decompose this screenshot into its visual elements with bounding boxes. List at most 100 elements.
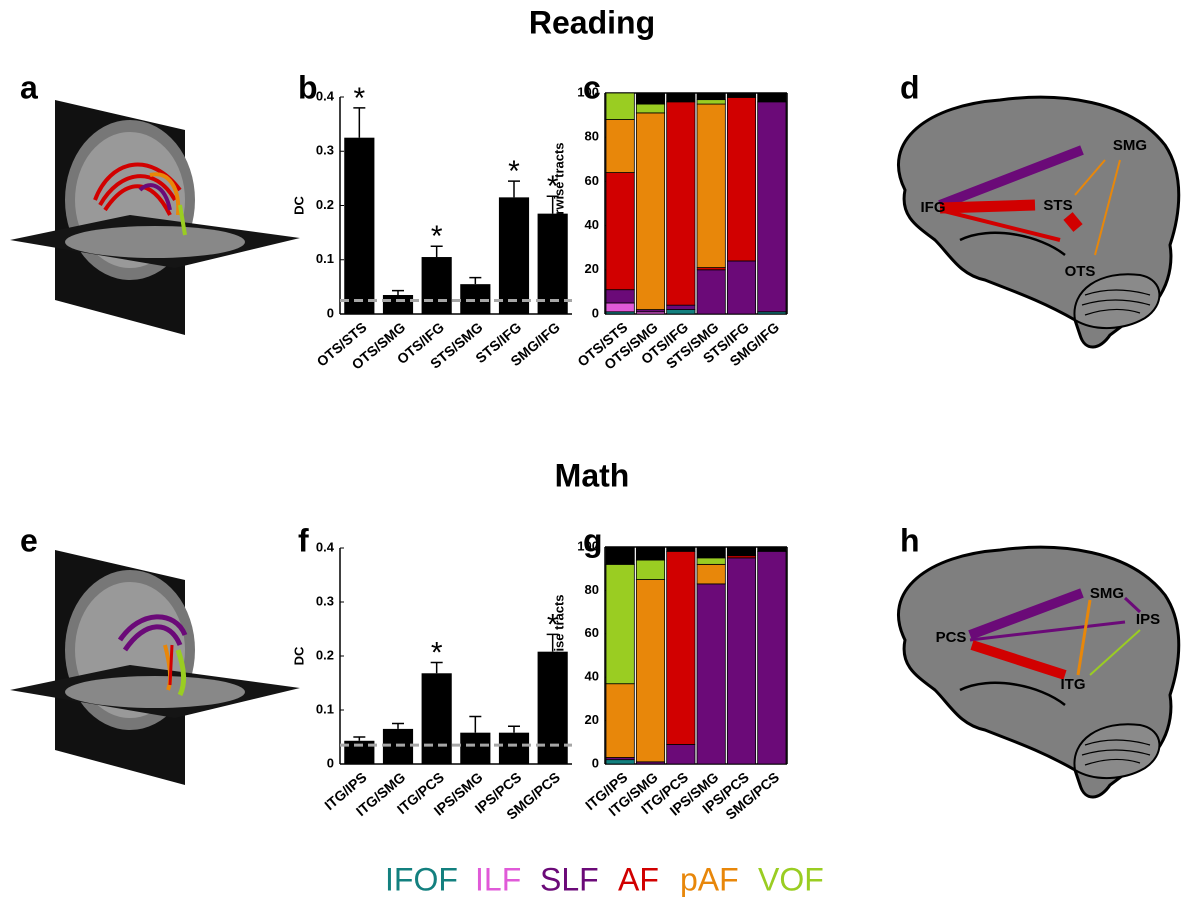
y-tick-label: 0 bbox=[592, 305, 599, 320]
y-tick-label: 0.1 bbox=[316, 251, 334, 266]
bar-segment bbox=[758, 102, 786, 312]
error-bar bbox=[392, 724, 404, 729]
bar-segment bbox=[606, 290, 634, 303]
node-label: ITG bbox=[1061, 676, 1086, 693]
node-label: SMG bbox=[1113, 137, 1147, 154]
bar-segment bbox=[697, 100, 725, 104]
bar-segment bbox=[606, 564, 634, 683]
bar-segment bbox=[727, 547, 755, 556]
bar bbox=[422, 673, 452, 764]
legend-entry: IFOF bbox=[385, 861, 458, 897]
legend-entry: ILF bbox=[475, 861, 521, 897]
brain-diagram bbox=[898, 547, 1178, 797]
bar-segment bbox=[697, 104, 725, 268]
bar-segment bbox=[636, 560, 664, 580]
y-tick-label: 0.4 bbox=[316, 539, 335, 554]
y-tick-label: 80 bbox=[585, 582, 599, 597]
error-bar bbox=[508, 726, 520, 732]
node-label: SMG bbox=[1090, 585, 1124, 602]
bar-segment bbox=[606, 303, 634, 312]
node-label: IPS bbox=[1136, 611, 1160, 628]
section-title: Math bbox=[555, 457, 630, 493]
section-title: Reading bbox=[529, 4, 655, 40]
bar-segment bbox=[606, 173, 634, 290]
error-bar bbox=[353, 737, 365, 741]
y-tick-label: 0.3 bbox=[316, 593, 334, 608]
y-tick-label: 0 bbox=[592, 755, 599, 770]
panel-letter: b bbox=[298, 69, 318, 105]
error-bar bbox=[469, 716, 481, 732]
panel-letter: d bbox=[900, 69, 920, 105]
bar-segment bbox=[697, 270, 725, 314]
y-tick-label: 20 bbox=[585, 261, 599, 276]
y-axis-label: DC bbox=[291, 196, 306, 215]
bar-segment bbox=[758, 93, 786, 102]
bar bbox=[499, 733, 529, 764]
brain-diagram bbox=[898, 97, 1178, 347]
significance-mark: * bbox=[431, 636, 443, 669]
y-axis-label: % of pairwise tracts bbox=[551, 142, 566, 264]
significance-mark: * bbox=[353, 82, 365, 115]
node-label: IFG bbox=[921, 199, 946, 216]
bar-segment bbox=[697, 547, 725, 558]
figure: SMG IFG STS OTS SMG PCS IPS ITG Readinga… bbox=[0, 0, 1184, 913]
bar-segment bbox=[667, 102, 695, 305]
bar-segment bbox=[606, 547, 634, 564]
bar-segment bbox=[727, 93, 755, 97]
y-tick-label: 0.1 bbox=[316, 701, 334, 716]
y-tick-label: 40 bbox=[585, 217, 599, 232]
significance-mark: * bbox=[508, 155, 520, 188]
legend-entry: pAF bbox=[680, 861, 739, 897]
bar-segment bbox=[758, 551, 786, 764]
legend-entry: VOF bbox=[758, 861, 824, 897]
y-tick-label: 0.2 bbox=[316, 647, 334, 662]
bar-segment bbox=[667, 93, 695, 102]
y-tick-label: 100 bbox=[577, 538, 599, 553]
y-tick-label: 0.4 bbox=[316, 88, 335, 103]
panel-letter: e bbox=[20, 522, 38, 558]
bar bbox=[344, 138, 374, 314]
y-tick-label: 20 bbox=[585, 712, 599, 727]
panel-letter: f bbox=[298, 522, 309, 558]
bar-segment bbox=[636, 93, 664, 104]
mri-image bbox=[10, 100, 300, 335]
mri-image bbox=[10, 550, 300, 785]
bar-segment bbox=[636, 580, 664, 762]
bar-segment bbox=[667, 305, 695, 309]
bar-segment bbox=[697, 93, 725, 100]
bar bbox=[422, 257, 452, 314]
y-tick-label: 0 bbox=[327, 305, 334, 320]
y-tick-label: 0.2 bbox=[316, 197, 334, 212]
bar-segment bbox=[606, 93, 634, 120]
y-axis-label: DC bbox=[291, 646, 306, 665]
y-tick-label: 80 bbox=[585, 129, 599, 144]
node-label: OTS bbox=[1065, 263, 1096, 280]
bar bbox=[460, 733, 490, 764]
y-tick-label: 60 bbox=[585, 625, 599, 640]
bar-segment bbox=[727, 97, 755, 261]
bar-segment bbox=[667, 551, 695, 744]
bar bbox=[383, 295, 413, 314]
y-axis-label: % of pairwise tracts bbox=[551, 594, 566, 716]
y-tick-label: 100 bbox=[577, 84, 599, 99]
y-tick-label: 40 bbox=[585, 669, 599, 684]
bar bbox=[499, 197, 529, 314]
bar-segment bbox=[667, 744, 695, 764]
bar-segment bbox=[606, 760, 634, 764]
bar-segment bbox=[697, 564, 725, 584]
legend-entry: SLF bbox=[540, 861, 599, 897]
bar-segment bbox=[606, 120, 634, 173]
bar-segment bbox=[667, 547, 695, 551]
node-label: STS bbox=[1043, 197, 1072, 214]
bar-segment bbox=[758, 547, 786, 551]
bar-segment bbox=[727, 558, 755, 764]
error-bar bbox=[469, 278, 481, 285]
bar-segment bbox=[697, 584, 725, 764]
bar-segment bbox=[606, 684, 634, 758]
significance-mark: * bbox=[431, 220, 443, 253]
bar-segment bbox=[636, 113, 664, 310]
bar-segment bbox=[636, 104, 664, 113]
bar-segment bbox=[636, 547, 664, 560]
node-label: PCS bbox=[936, 629, 967, 646]
y-tick-label: 60 bbox=[585, 173, 599, 188]
